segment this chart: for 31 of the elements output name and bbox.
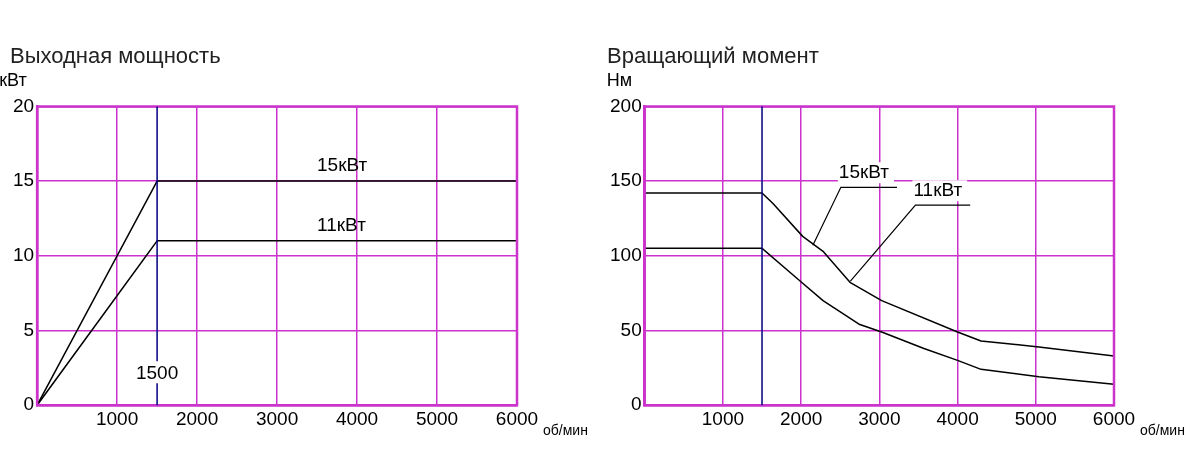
annotation: 11кВт xyxy=(913,178,963,200)
x-tick-label: 3000 xyxy=(858,407,901,429)
x-axis-title: об/мин xyxy=(1140,422,1185,439)
x-tick-label: 1000 xyxy=(701,407,745,429)
x-tick-label: 2000 xyxy=(779,407,823,429)
ref-line-label: 1500 xyxy=(135,361,179,383)
y-tick-label: 5 xyxy=(23,318,35,340)
x-tick-label: 3000 xyxy=(255,407,299,429)
y-tick-label: 0 xyxy=(23,393,35,415)
y-axis-title: кВт xyxy=(0,70,27,91)
y-tick-label: 100 xyxy=(610,244,642,266)
y-tick-label: 50 xyxy=(620,318,642,340)
x-tick-label: 6000 xyxy=(1092,407,1136,429)
annotation: 15кВт xyxy=(838,161,890,183)
y-tick-label: 15 xyxy=(12,169,35,191)
x-tick-label: 2000 xyxy=(175,407,219,429)
x-tick-label: 1000 xyxy=(95,407,139,429)
x-tick-label: 6000 xyxy=(495,407,539,429)
chart-title: Вращающий момент xyxy=(607,43,819,69)
y-tick-label: 10 xyxy=(12,244,35,266)
y-axis-title: Нм xyxy=(606,70,633,91)
x-axis-title: об/мин xyxy=(543,422,588,439)
y-tick-label: 0 xyxy=(631,393,642,415)
y-tick-label: 200 xyxy=(610,94,642,116)
y-tick-label: 150 xyxy=(610,169,642,191)
x-tick-label: 5000 xyxy=(415,407,459,429)
x-tick-label: 5000 xyxy=(1014,407,1057,429)
y-tick-label: 20 xyxy=(12,94,35,116)
x-tick-label: 4000 xyxy=(335,407,379,429)
x-tick-label: 4000 xyxy=(936,407,979,429)
chart-title: Выходная мощность xyxy=(10,43,221,69)
